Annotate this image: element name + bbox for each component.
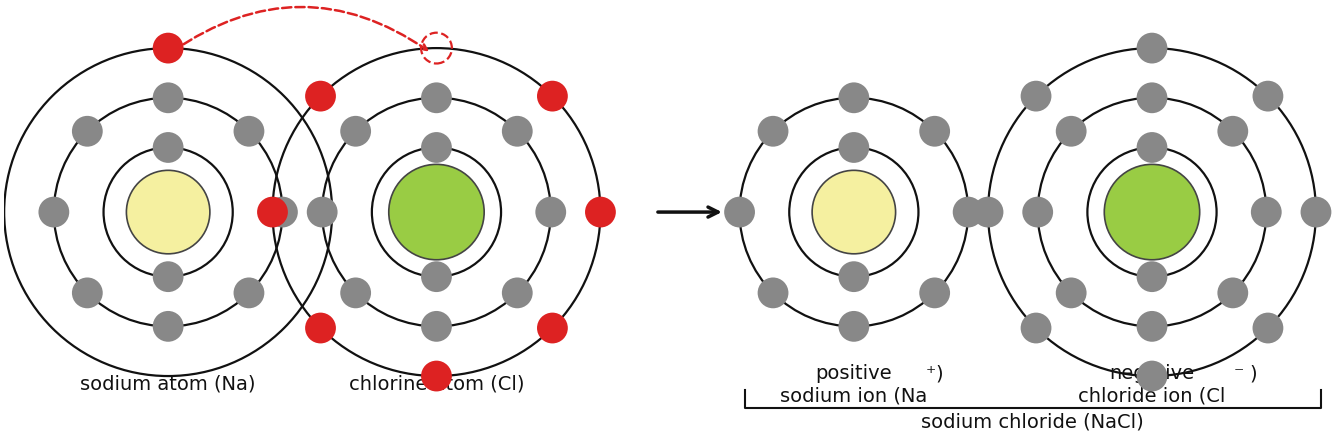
Ellipse shape bbox=[1252, 312, 1283, 343]
Ellipse shape bbox=[306, 81, 335, 112]
Ellipse shape bbox=[1021, 312, 1051, 343]
Ellipse shape bbox=[1137, 311, 1168, 342]
Ellipse shape bbox=[1137, 261, 1168, 292]
Ellipse shape bbox=[153, 132, 184, 163]
Ellipse shape bbox=[1137, 132, 1168, 163]
Ellipse shape bbox=[341, 278, 371, 308]
Ellipse shape bbox=[1137, 361, 1168, 392]
Ellipse shape bbox=[952, 197, 983, 228]
Ellipse shape bbox=[153, 33, 184, 63]
Ellipse shape bbox=[1251, 197, 1282, 228]
Ellipse shape bbox=[1218, 278, 1248, 308]
Ellipse shape bbox=[1137, 82, 1168, 113]
Ellipse shape bbox=[536, 81, 567, 112]
Text: positive
sodium ion (Na: positive sodium ion (Na bbox=[780, 364, 928, 405]
Ellipse shape bbox=[233, 278, 264, 308]
Ellipse shape bbox=[920, 278, 949, 308]
Ellipse shape bbox=[72, 116, 103, 147]
Ellipse shape bbox=[421, 132, 452, 163]
Text: ⁺: ⁺ bbox=[925, 364, 936, 383]
Ellipse shape bbox=[153, 82, 184, 113]
Ellipse shape bbox=[267, 197, 298, 228]
Text: ): ) bbox=[1250, 364, 1257, 383]
Ellipse shape bbox=[1218, 116, 1248, 147]
Ellipse shape bbox=[257, 197, 288, 228]
Ellipse shape bbox=[813, 170, 896, 254]
Text: sodium atom (Na): sodium atom (Na) bbox=[80, 374, 256, 393]
Ellipse shape bbox=[838, 261, 869, 292]
Ellipse shape bbox=[389, 164, 484, 260]
Ellipse shape bbox=[536, 312, 567, 343]
Ellipse shape bbox=[307, 197, 338, 228]
Ellipse shape bbox=[1055, 116, 1086, 147]
Ellipse shape bbox=[153, 311, 184, 342]
Ellipse shape bbox=[306, 312, 335, 343]
Ellipse shape bbox=[838, 132, 869, 163]
Ellipse shape bbox=[421, 311, 452, 342]
Ellipse shape bbox=[72, 278, 103, 308]
Ellipse shape bbox=[39, 197, 70, 228]
Text: chlorine atom (Cl): chlorine atom (Cl) bbox=[349, 374, 524, 393]
Ellipse shape bbox=[233, 116, 264, 147]
Text: ): ) bbox=[935, 364, 943, 383]
Ellipse shape bbox=[421, 82, 452, 113]
Ellipse shape bbox=[585, 197, 616, 228]
Ellipse shape bbox=[1022, 197, 1053, 228]
Ellipse shape bbox=[341, 116, 371, 147]
Ellipse shape bbox=[153, 261, 184, 292]
Ellipse shape bbox=[1104, 164, 1200, 260]
Ellipse shape bbox=[1021, 81, 1051, 112]
Ellipse shape bbox=[421, 361, 452, 392]
Text: ⁻: ⁻ bbox=[1234, 364, 1243, 383]
Ellipse shape bbox=[724, 197, 755, 228]
Ellipse shape bbox=[502, 278, 532, 308]
Text: negative
chloride ion (Cl: negative chloride ion (Cl bbox=[1078, 364, 1226, 405]
Ellipse shape bbox=[1252, 81, 1283, 112]
Ellipse shape bbox=[126, 170, 211, 254]
Ellipse shape bbox=[972, 197, 1003, 228]
Ellipse shape bbox=[535, 197, 566, 228]
Ellipse shape bbox=[758, 116, 789, 147]
Ellipse shape bbox=[421, 261, 452, 292]
Ellipse shape bbox=[1301, 197, 1332, 228]
Ellipse shape bbox=[1137, 33, 1168, 63]
Ellipse shape bbox=[920, 116, 949, 147]
Ellipse shape bbox=[502, 116, 532, 147]
Text: sodium chloride (NaCl): sodium chloride (NaCl) bbox=[921, 413, 1144, 432]
Ellipse shape bbox=[1055, 278, 1086, 308]
Ellipse shape bbox=[758, 278, 789, 308]
Ellipse shape bbox=[838, 311, 869, 342]
Ellipse shape bbox=[838, 82, 869, 113]
